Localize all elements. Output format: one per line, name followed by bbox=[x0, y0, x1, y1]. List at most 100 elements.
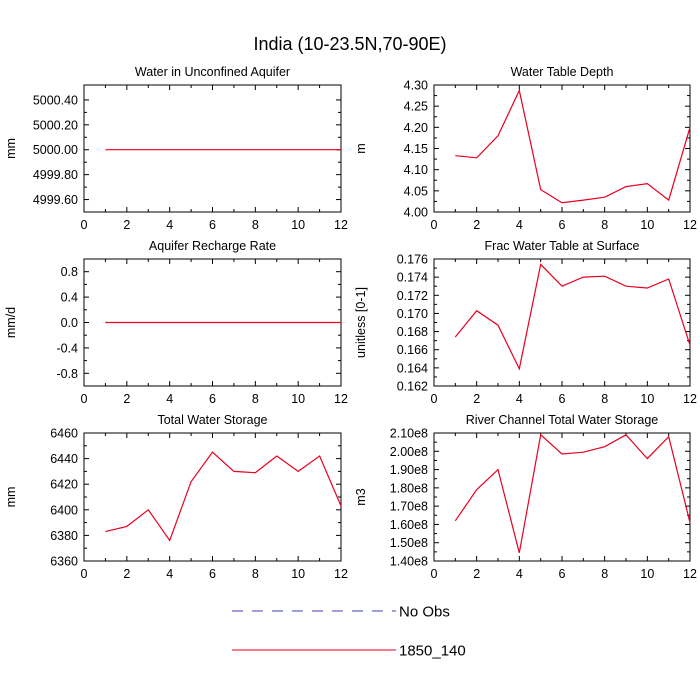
x-tick-label: 10 bbox=[291, 392, 305, 406]
series-line-1850-140 bbox=[105, 451, 342, 542]
y-tick-label: 5000.20 bbox=[33, 118, 78, 132]
x-tick-label: 6 bbox=[559, 567, 566, 581]
y-tick-label: 0.172 bbox=[397, 289, 428, 303]
y-axis-label: unitless [0-1] bbox=[354, 287, 368, 358]
y-tick-label: 1.50e8 bbox=[390, 536, 428, 550]
y-tick-label: -0.8 bbox=[56, 367, 78, 381]
y-tick-label: 4.25 bbox=[404, 100, 428, 114]
plot-frame bbox=[433, 84, 691, 213]
x-tick-label: 0 bbox=[81, 567, 88, 581]
y-tick-label: 0.0 bbox=[61, 316, 78, 330]
x-tick-label: 8 bbox=[601, 218, 608, 232]
x-tick-label: 2 bbox=[123, 567, 130, 581]
chart-panel-1: Water in Unconfined Aquifer mm 0 2 4 6 8 10 12 49… bbox=[4, 65, 348, 232]
page-title: India (10-23.5N,70-90E) bbox=[253, 34, 447, 54]
x-tick-label: 10 bbox=[640, 218, 654, 232]
chart-panel-3: Aquifer Recharge Rate mm/d 0 2 4 6 8 10 12 -0.8 -0… bbox=[4, 239, 348, 406]
y-tick-label: 1.80e8 bbox=[390, 481, 428, 495]
x-tick-label: 10 bbox=[640, 392, 654, 406]
x-tick-label: 10 bbox=[640, 567, 654, 581]
y-tick-label: 4.30 bbox=[404, 79, 428, 93]
panel-title: Water in Unconfined Aquifer bbox=[135, 65, 290, 79]
y-tick-label: 5000.00 bbox=[33, 143, 78, 157]
panel-title: River Channel Total Water Storage bbox=[466, 413, 659, 427]
x-tick-label: 0 bbox=[81, 392, 88, 406]
x-tick-label: 12 bbox=[334, 392, 348, 406]
x-tick-label: 4 bbox=[166, 218, 173, 232]
x-tick-label: 0 bbox=[81, 218, 88, 232]
x-tick-label: 12 bbox=[334, 218, 348, 232]
series-line-1850-140 bbox=[454, 433, 691, 553]
y-tick-label: 1.90e8 bbox=[390, 463, 428, 477]
y-tick-label: 4999.80 bbox=[33, 168, 78, 182]
y-tick-label: 6380 bbox=[50, 529, 78, 543]
x-tick-label: 2 bbox=[123, 218, 130, 232]
panel-title: Aquifer Recharge Rate bbox=[149, 239, 276, 253]
y-tick-label: 1.40e8 bbox=[390, 555, 428, 569]
chart-panel-6: River Channel Total Water Storage m3 0 2 4 6 8… bbox=[354, 413, 697, 581]
y-tick-label: 6420 bbox=[50, 478, 78, 492]
y-tick-label: 0.168 bbox=[397, 325, 428, 339]
x-tick-label: 6 bbox=[559, 392, 566, 406]
y-tick-label: 4.10 bbox=[404, 163, 428, 177]
y-tick-label: 1.70e8 bbox=[390, 500, 428, 514]
x-tick-label: 8 bbox=[601, 567, 608, 581]
y-tick-label: 1.60e8 bbox=[390, 518, 428, 532]
x-tick-label: 10 bbox=[291, 567, 305, 581]
y-tick-label: 6400 bbox=[50, 503, 78, 517]
y-axis-label: m bbox=[354, 143, 368, 153]
y-tick-label: -0.4 bbox=[56, 341, 78, 355]
y-tick-label: 0.174 bbox=[397, 271, 428, 285]
y-tick-label: 0.164 bbox=[397, 361, 428, 375]
x-tick-label: 8 bbox=[601, 392, 608, 406]
x-tick-label: 8 bbox=[252, 392, 259, 406]
x-tick-label: 2 bbox=[473, 392, 480, 406]
y-tick-label: 0.162 bbox=[397, 380, 428, 394]
chart-panel-5: Total Water Storage mm 0 2 4 6 8 10 12 6360 6380 64… bbox=[4, 413, 348, 581]
x-tick-label: 4 bbox=[516, 392, 523, 406]
x-tick-label: 6 bbox=[209, 567, 216, 581]
y-tick-label: 4.20 bbox=[404, 121, 428, 135]
x-tick-label: 0 bbox=[431, 567, 438, 581]
y-tick-label: 0.176 bbox=[397, 253, 428, 267]
x-tick-label: 12 bbox=[683, 392, 697, 406]
y-tick-label: 0.4 bbox=[61, 291, 78, 305]
x-tick-label: 2 bbox=[473, 218, 480, 232]
x-tick-label: 12 bbox=[334, 567, 348, 581]
y-tick-label: 2.00e8 bbox=[390, 445, 428, 459]
x-tick-label: 10 bbox=[291, 218, 305, 232]
y-tick-label: 6440 bbox=[50, 452, 78, 466]
x-tick-label: 2 bbox=[473, 567, 480, 581]
y-tick-label: 5000.40 bbox=[33, 93, 78, 107]
series-line-1850-140 bbox=[454, 263, 691, 371]
plot-frame bbox=[433, 258, 691, 387]
y-tick-label: 0.8 bbox=[61, 265, 78, 279]
legend-label-2: 1850_140 bbox=[399, 643, 466, 660]
y-tick-label: 4999.60 bbox=[33, 193, 78, 207]
y-tick-label: 0.166 bbox=[397, 343, 428, 357]
panel-title: Water Table Depth bbox=[511, 65, 614, 79]
x-tick-label: 8 bbox=[252, 567, 259, 581]
y-tick-label: 4.00 bbox=[404, 206, 428, 220]
chart-panel-4: Frac Water Table at Surface unitless [0-1… bbox=[354, 239, 697, 406]
y-tick-label: 2.10e8 bbox=[390, 427, 428, 441]
x-tick-label: 4 bbox=[166, 392, 173, 406]
x-tick-label: 8 bbox=[252, 218, 259, 232]
y-tick-label: 0.170 bbox=[397, 307, 428, 321]
y-axis-label: mm/d bbox=[4, 307, 18, 338]
x-tick-label: 4 bbox=[516, 567, 523, 581]
x-tick-label: 0 bbox=[431, 392, 438, 406]
x-tick-label: 12 bbox=[683, 218, 697, 232]
x-tick-label: 0 bbox=[431, 218, 438, 232]
chart-panel-2: Water Table Depth m 0 2 4 6 8 10 12 4.00 4.05 4.10 4… bbox=[354, 65, 697, 232]
legend-label-1: No Obs bbox=[399, 604, 450, 621]
panel-title: Total Water Storage bbox=[157, 413, 267, 427]
plot-frame bbox=[83, 84, 342, 213]
y-axis-label: mm bbox=[4, 487, 18, 508]
y-tick-label: 6360 bbox=[50, 555, 78, 569]
x-tick-label: 12 bbox=[683, 567, 697, 581]
y-tick-label: 6460 bbox=[50, 427, 78, 441]
x-tick-label: 4 bbox=[166, 567, 173, 581]
x-tick-label: 6 bbox=[209, 218, 216, 232]
